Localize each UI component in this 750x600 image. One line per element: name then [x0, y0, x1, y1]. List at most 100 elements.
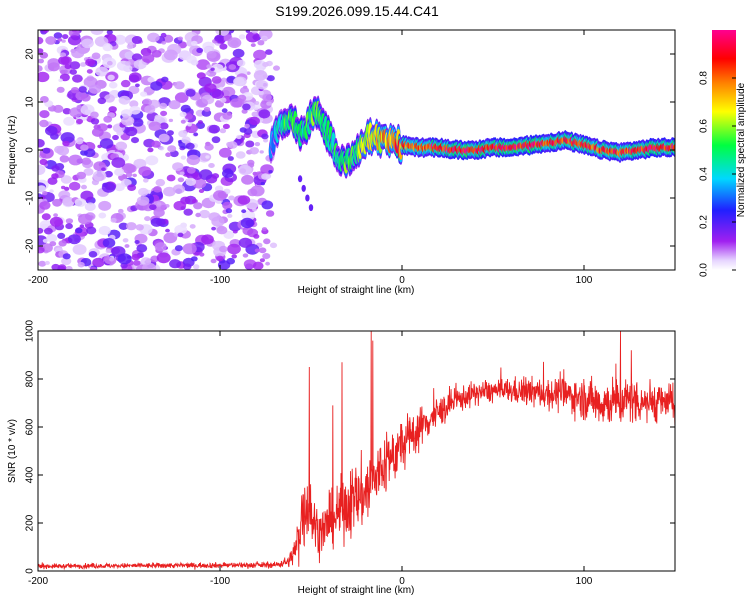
y-tick-label: 10: [25, 96, 36, 108]
noise-blob: [98, 225, 111, 236]
noise-blob: [183, 208, 193, 216]
noise-blob: [245, 31, 260, 43]
noise-blob: [110, 217, 117, 223]
noise-blob: [201, 234, 214, 245]
noise-blob: [133, 158, 147, 169]
noise-blob: [250, 43, 256, 47]
noise-blob: [44, 227, 53, 235]
noise-blob: [47, 177, 58, 185]
noise-blob: [74, 198, 87, 207]
x-tick-label: 100: [576, 275, 593, 286]
noise-blob: [45, 125, 58, 136]
noise-blob: [259, 258, 265, 263]
noise-blob: [121, 115, 135, 126]
noise-blob: [218, 147, 232, 158]
noise-blob: [268, 170, 273, 174]
noise-blob: [108, 106, 117, 113]
noise-blob: [206, 64, 212, 69]
y-tick-label: 20: [25, 48, 36, 60]
noise-blob: [71, 48, 85, 59]
noise-blob: [187, 122, 192, 127]
noise-blob: [262, 253, 271, 260]
noise-blob: [251, 30, 258, 34]
colorbar-tick-label: 0.0: [699, 263, 710, 277]
noise-blob: [151, 50, 162, 58]
noise-blob: [261, 227, 268, 232]
noise-blob: [52, 198, 63, 207]
noise-blob: [80, 144, 89, 151]
noise-blob: [179, 171, 185, 176]
noise-blob: [65, 265, 73, 270]
noise-blob: [232, 229, 238, 234]
noise-blob: [136, 196, 150, 206]
noise-blob: [79, 224, 85, 228]
noise-blob: [85, 58, 96, 67]
noise-blob: [106, 30, 113, 35]
noise-blob: [129, 105, 141, 115]
noise-blob: [102, 43, 113, 52]
noise-blob: [65, 218, 74, 224]
branch-cell: [305, 194, 310, 202]
noise-blob: [80, 93, 91, 102]
noise-blob: [62, 108, 72, 115]
noise-blob: [136, 244, 148, 253]
x-tick-label: -200: [28, 576, 48, 587]
noise-blob: [49, 189, 54, 193]
noise-blob: [211, 76, 222, 84]
noise-blob: [131, 53, 143, 62]
noise-blob: [81, 184, 87, 190]
noise-blob: [151, 140, 161, 148]
noise-blob: [227, 213, 233, 218]
noise-blob: [131, 36, 143, 44]
noise-blob: [211, 89, 224, 100]
chart-title: S199.2026.099.15.44.C41: [275, 3, 439, 19]
noise-blob: [101, 167, 106, 171]
noise-blob: [61, 257, 72, 266]
noise-blob: [222, 112, 233, 120]
noise-blob: [218, 86, 224, 91]
noise-blob: [53, 104, 64, 113]
noise-blob: [174, 81, 185, 90]
noise-blob: [147, 32, 160, 43]
noise-blob: [39, 201, 51, 210]
colorbar-ticks: 0.0 0.2 0.4 0.6 0.8: [699, 71, 736, 277]
noise-blob: [39, 158, 48, 166]
noise-blob: [214, 34, 224, 43]
noise-blob: [72, 244, 87, 255]
noise-blob: [144, 105, 156, 114]
noise-blob: [254, 248, 260, 253]
noise-blob: [236, 134, 242, 140]
noise-blob: [269, 242, 278, 249]
noise-blob: [95, 66, 109, 77]
noise-blob: [252, 261, 264, 270]
heatmap-x-axis-label: Height of straight line (km): [298, 285, 415, 296]
noise-blob: [211, 216, 225, 227]
noise-blob: [242, 103, 251, 111]
noise-blob: [81, 157, 92, 165]
y-tick-label: 600: [25, 418, 36, 435]
noise-blob: [61, 39, 66, 43]
noise-blob: [252, 207, 257, 212]
noise-blob: [69, 69, 78, 75]
snr-x-ticks: -200 -100 0 100: [28, 331, 593, 587]
noise-blob: [86, 69, 93, 74]
noise-blob: [46, 234, 58, 243]
noise-blob: [91, 52, 101, 60]
noise-blob: [213, 190, 227, 201]
x-tick-label: -200: [28, 275, 48, 286]
noise-blob: [208, 124, 220, 134]
noise-blob: [81, 38, 94, 49]
noise-blob: [47, 58, 60, 68]
snr-y-ticks: 0 200 400 600 800 1000: [25, 319, 675, 574]
noise-blob: [177, 177, 185, 183]
snr-y-axis-label: SNR (10 * v/v): [7, 419, 18, 483]
noise-blob: [165, 228, 170, 233]
noise-blob: [92, 170, 107, 182]
noise-blob: [210, 67, 215, 71]
noise-blob: [199, 252, 205, 257]
noise-blob: [69, 61, 81, 70]
noise-blob: [111, 157, 126, 168]
noise-blob: [147, 147, 154, 153]
noise-blob: [64, 63, 72, 70]
noise-blob: [222, 201, 233, 210]
